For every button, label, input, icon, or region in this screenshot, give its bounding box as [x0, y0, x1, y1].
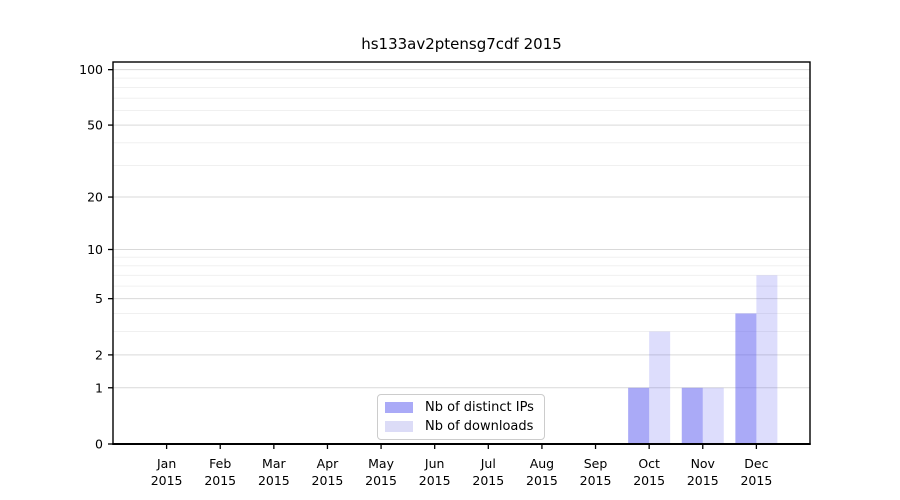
plot-border — [112, 61, 811, 445]
x-tick-label-year: 2015 — [204, 473, 236, 488]
x-tick-label-month: Aug — [530, 456, 554, 471]
x-tick-label-year: 2015 — [526, 473, 558, 488]
legend: Nb of distinct IPs Nb of downloads — [377, 394, 545, 440]
x-tick-label-month: Jan — [156, 456, 176, 471]
x-tick-label-year: 2015 — [258, 473, 290, 488]
chart-title: hs133av2ptensg7cdf 2015 — [361, 35, 562, 53]
x-tick-label-year: 2015 — [151, 473, 183, 488]
x-tick-label-year: 2015 — [580, 473, 612, 488]
x-tick-label-year: 2015 — [419, 473, 451, 488]
legend-item-downloads: Nb of downloads — [385, 419, 534, 434]
x-tick-label-month: Dec — [744, 456, 768, 471]
bar-distinct-ips — [681, 387, 703, 444]
legend-item-distinct-ips: Nb of distinct IPs — [385, 400, 534, 415]
bar-downloads — [649, 331, 671, 444]
y-tick-label: 5 — [95, 291, 103, 306]
legend-swatch-downloads-icon — [385, 421, 413, 432]
x-tick-label-year: 2015 — [740, 473, 772, 488]
y-tick-label: 20 — [87, 190, 103, 205]
x-tick-label-month: Feb — [209, 456, 231, 471]
y-tick-label: 0 — [95, 437, 103, 452]
bar-downloads — [756, 275, 778, 444]
x-tick-label-year: 2015 — [633, 473, 665, 488]
x-tick-label-month: Jul — [480, 456, 496, 471]
x-tick-label-month: Jun — [424, 456, 445, 471]
bar-distinct-ips — [735, 313, 757, 444]
legend-label-distinct-ips: Nb of distinct IPs — [425, 400, 534, 415]
y-tick-label: 50 — [87, 118, 103, 133]
y-tick-label: 10 — [87, 242, 103, 257]
x-tick-label-month: Sep — [584, 456, 608, 471]
y-tick-label: 2 — [95, 347, 103, 362]
x-tick-label-month: May — [368, 456, 394, 471]
x-tick-label-year: 2015 — [687, 473, 719, 488]
x-tick-label-month: Apr — [317, 456, 339, 471]
x-tick-label-month: Oct — [638, 456, 660, 471]
bar-downloads — [702, 387, 724, 444]
y-tick-label: 1 — [95, 380, 103, 395]
x-tick-label-month: Nov — [691, 456, 716, 471]
y-tick-label: 100 — [79, 62, 103, 77]
x-tick-label-year: 2015 — [365, 473, 397, 488]
x-tick-label-year: 2015 — [312, 473, 344, 488]
legend-label-downloads: Nb of downloads — [425, 419, 534, 434]
x-tick-label-year: 2015 — [472, 473, 504, 488]
bar-distinct-ips — [628, 387, 650, 444]
legend-swatch-distinct-ips-icon — [385, 402, 413, 413]
x-tick-label-month: Mar — [262, 456, 286, 471]
